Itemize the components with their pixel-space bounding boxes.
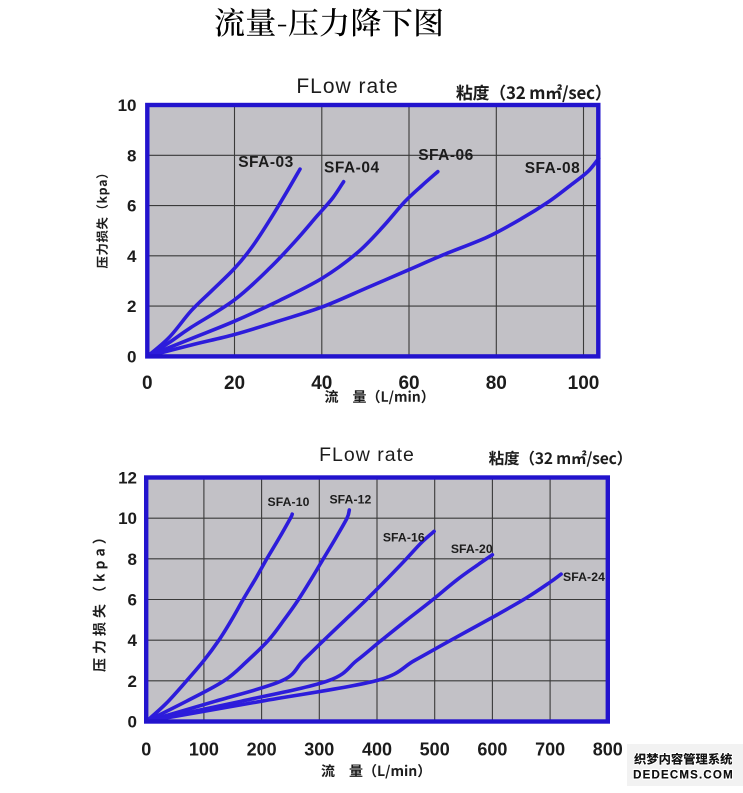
svg-text:FLow rate: FLow rate	[296, 75, 398, 98]
svg-text:SFA-20: SFA-20	[451, 542, 493, 556]
svg-text:8: 8	[128, 550, 137, 569]
svg-text:6: 6	[128, 591, 137, 610]
svg-text:SFA-04: SFA-04	[324, 159, 380, 176]
svg-text:SFA-08: SFA-08	[525, 160, 581, 177]
svg-text:0: 0	[142, 373, 153, 394]
svg-text:SFA-12: SFA-12	[329, 492, 371, 506]
svg-text:2: 2	[128, 672, 137, 691]
svg-text:40: 40	[311, 373, 332, 394]
svg-text:12: 12	[118, 469, 137, 488]
svg-text:0: 0	[141, 740, 151, 760]
svg-text:0: 0	[127, 347, 136, 366]
svg-text:4: 4	[127, 247, 137, 266]
svg-text:10: 10	[118, 509, 137, 528]
svg-text:SFA-16: SFA-16	[383, 530, 425, 544]
svg-text:600: 600	[477, 740, 507, 760]
svg-text:SFA-03: SFA-03	[238, 154, 294, 171]
svg-text:8: 8	[127, 146, 136, 165]
svg-text:6: 6	[127, 197, 136, 216]
svg-text:4: 4	[128, 631, 138, 650]
svg-text:10: 10	[118, 96, 137, 115]
svg-text:0: 0	[128, 713, 137, 732]
svg-text:700: 700	[535, 740, 565, 760]
svg-text:400: 400	[362, 740, 392, 760]
svg-text:80: 80	[486, 373, 507, 394]
svg-text:20: 20	[224, 373, 245, 394]
svg-text:DEDECMS.COM: DEDECMS.COM	[633, 770, 734, 782]
svg-text:60: 60	[398, 373, 419, 394]
svg-text:100: 100	[189, 740, 219, 760]
svg-text:100: 100	[568, 373, 600, 394]
svg-text:2: 2	[127, 297, 136, 316]
svg-text:SFA-24: SFA-24	[563, 570, 605, 584]
svg-text:800: 800	[593, 740, 623, 760]
svg-text:SFA-10: SFA-10	[268, 495, 310, 509]
svg-text:500: 500	[420, 740, 450, 760]
svg-text:FLow rate: FLow rate	[319, 444, 415, 466]
svg-text:DEDECMS.COM: DEDECMS.COM	[633, 770, 734, 782]
svg-text:300: 300	[304, 740, 334, 760]
svg-text:200: 200	[247, 740, 277, 760]
svg-text:SFA-06: SFA-06	[418, 147, 474, 164]
